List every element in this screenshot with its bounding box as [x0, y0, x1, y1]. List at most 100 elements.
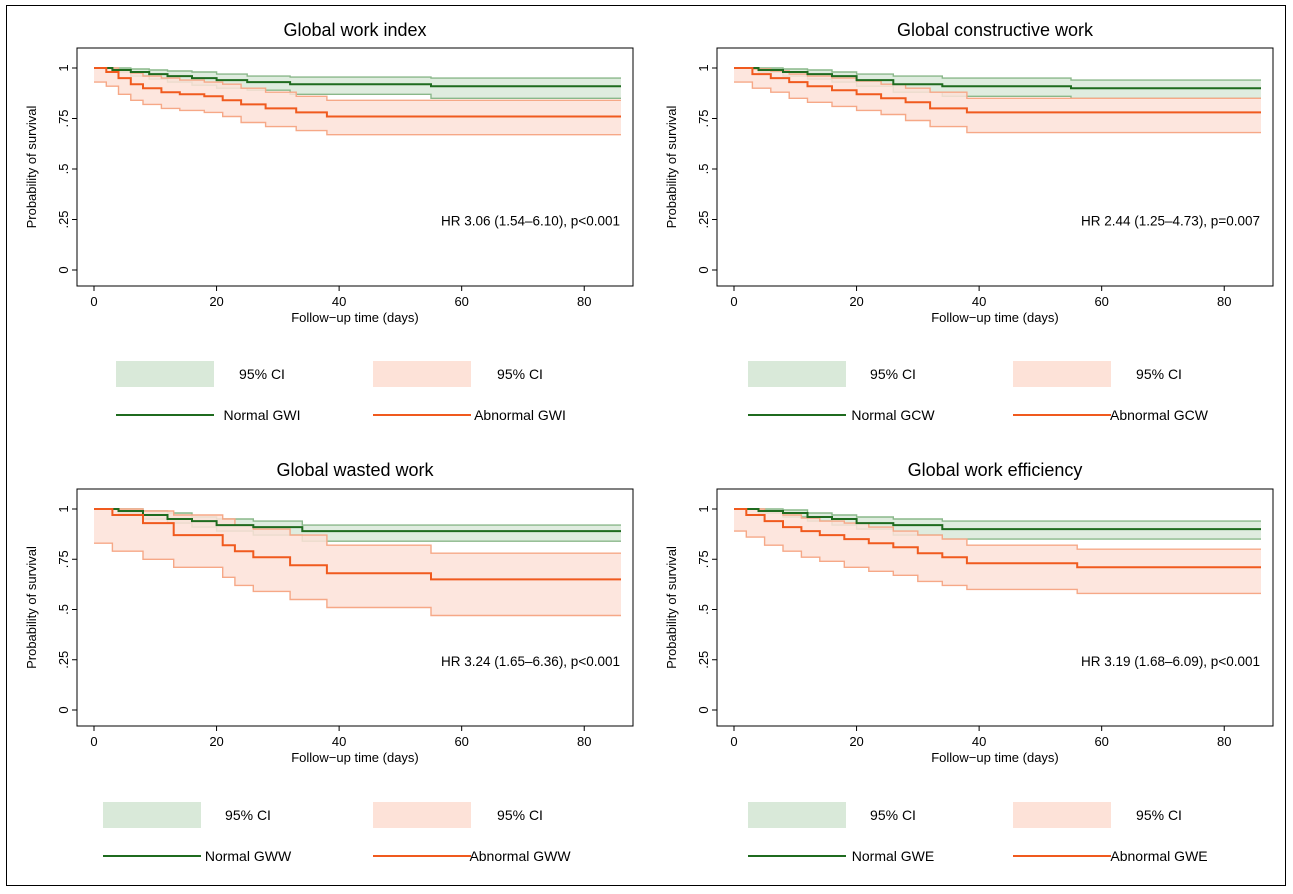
legend-normal-ci-swatch	[116, 361, 214, 387]
normal-ci-band	[734, 68, 1261, 99]
y-tick-label: 1	[696, 64, 711, 71]
x-tick-label: 60	[454, 294, 468, 309]
y-tick-label: 0	[696, 266, 711, 273]
y-tick-label: .75	[696, 550, 711, 568]
y-tick-label: .25	[56, 651, 71, 669]
legend: 95% CI 95% CI Normal GWI Abnormal GWI	[116, 361, 566, 423]
hazard-ratio-annotation: HR 3.24 (1.65–6.36), p<0.001	[441, 654, 620, 669]
legend-abnormal-label: Abnormal GWE	[1110, 848, 1207, 864]
chart-panel-2: Global constructive work 0 20 40 60 80 0 .25 .5.…	[664, 20, 1274, 423]
chart-title: Global constructive work	[897, 20, 1094, 40]
chart-title: Global wasted work	[276, 460, 434, 480]
abnormal-ci-lower-line	[734, 530, 1261, 595]
abnormal-ci-band	[734, 509, 1261, 594]
abnormal-ci-lower-line	[94, 542, 621, 617]
y-axis-label: Probability of survival	[24, 105, 39, 228]
legend-abnormal-ci-label: 95% CI	[497, 807, 543, 823]
y-axis-label: Probability of survival	[24, 546, 39, 669]
legend-normal-ci-label: 95% CI	[870, 366, 916, 382]
x-tick-label: 40	[972, 734, 986, 749]
x-tick-label: 0	[730, 294, 737, 309]
chart-panel-4: Global work efficiency 0 20 40 60 80 0 .25 .5 .75…	[664, 460, 1274, 864]
x-tick-label: 80	[577, 734, 591, 749]
legend-normal-ci-swatch	[748, 802, 846, 828]
normal-survival-curve	[94, 67, 621, 88]
normal-ci-band	[94, 68, 621, 99]
normal-ci-upper-line	[734, 508, 1261, 522]
legend: 95% CI 95% CI Normal GWE Abnormal GWE	[748, 802, 1208, 864]
x-tick-label: 60	[1094, 734, 1108, 749]
abnormal-ci-band	[94, 509, 621, 616]
y-axis-label: Probability of survival	[664, 546, 679, 669]
y-tick-label: .25	[696, 210, 711, 228]
y-tick-label: .25	[696, 651, 711, 669]
y-tick-label: .5	[56, 164, 71, 175]
x-tick-label: 20	[209, 734, 223, 749]
hazard-ratio-annotation: HR 3.06 (1.54–6.10), p<0.001	[441, 214, 620, 229]
abnormal-survival-curve	[94, 67, 621, 118]
abnormal-ci-lower-line	[734, 81, 1261, 134]
legend-normal-ci-label: 95% CI	[225, 807, 271, 823]
hazard-ratio-annotation: HR 3.19 (1.68–6.09), p<0.001	[1081, 654, 1260, 669]
y-tick-label: 1	[56, 64, 71, 71]
legend-abnormal-ci-label: 95% CI	[497, 366, 543, 382]
x-tick-label: 20	[209, 294, 223, 309]
legend-abnormal-ci-swatch	[373, 361, 471, 387]
legend-abnormal-label: Abnormal GWI	[474, 407, 566, 423]
legend-abnormal-ci-label: 95% CI	[1136, 807, 1182, 823]
normal-survival-curve	[94, 508, 621, 533]
legend-abnormal-ci-swatch	[1013, 361, 1111, 387]
legend-normal-ci-label: 95% CI	[870, 807, 916, 823]
x-tick-label: 40	[332, 734, 346, 749]
x-tick-label: 60	[1094, 294, 1108, 309]
y-tick-label: .25	[56, 210, 71, 228]
legend-normal-label: Normal GWI	[224, 407, 301, 423]
y-tick-label: 0	[696, 706, 711, 713]
y-tick-label: .75	[56, 109, 71, 127]
y-tick-label: .75	[696, 109, 711, 127]
x-axis-label: Follow−up time (days)	[291, 750, 419, 765]
legend: 95% CI 95% CI Normal GCW Abnormal GCW	[748, 361, 1209, 423]
legend-abnormal-ci-swatch	[1013, 802, 1111, 828]
abnormal-survival-curve	[734, 508, 1261, 569]
legend-normal-ci-swatch	[748, 361, 846, 387]
legend-abnormal-label: Abnormal GWW	[469, 848, 571, 864]
x-axis-label: Follow−up time (days)	[291, 310, 419, 325]
chart-panel-1: Global work index 0 20 40 60 80 0 .25 .5 .75 1 Foll…	[24, 20, 634, 423]
legend-abnormal-ci-label: 95% CI	[1136, 366, 1182, 382]
x-tick-label: 60	[454, 734, 468, 749]
y-tick-label: 0	[56, 266, 71, 273]
normal-survival-curve	[734, 508, 1261, 531]
chart-panel-3: Global wasted work 0 20 40 60 80 0 .25 .5 .75 1 Fol…	[24, 460, 634, 864]
legend-normal-ci-label: 95% CI	[239, 366, 285, 382]
y-tick-label: 0	[56, 706, 71, 713]
hazard-ratio-annotation: HR 2.44 (1.25–4.73), p=0.007	[1081, 214, 1260, 229]
legend-abnormal-label: Abnormal GCW	[1110, 407, 1209, 423]
abnormal-survival-curve	[734, 67, 1261, 114]
legend-abnormal-ci-swatch	[373, 802, 471, 828]
x-tick-label: 0	[90, 734, 97, 749]
legend: 95% CI 95% CI Normal GWW Abnormal GWW	[103, 802, 571, 864]
y-tick-label: .5	[696, 164, 711, 175]
abnormal-ci-band	[734, 68, 1261, 133]
legend-normal-label: Normal GCW	[851, 407, 935, 423]
y-tick-label: .5	[696, 604, 711, 615]
legend-normal-label: Normal GWW	[205, 848, 292, 864]
x-tick-label: 40	[332, 294, 346, 309]
y-tick-label: 1	[56, 505, 71, 512]
legend-normal-ci-swatch	[103, 802, 201, 828]
legend-normal-label: Normal GWE	[852, 848, 934, 864]
chart-title: Global work index	[283, 20, 426, 40]
y-axis-label: Probability of survival	[664, 105, 679, 228]
y-tick-label: .75	[56, 550, 71, 568]
normal-ci-upper-line	[734, 67, 1261, 81]
normal-survival-curve	[734, 67, 1261, 90]
x-tick-label: 80	[577, 294, 591, 309]
x-tick-label: 80	[1217, 734, 1231, 749]
x-tick-label: 40	[972, 294, 986, 309]
x-axis-label: Follow−up time (days)	[931, 750, 1059, 765]
figure-frame	[6, 5, 1286, 886]
y-tick-label: 1	[696, 505, 711, 512]
